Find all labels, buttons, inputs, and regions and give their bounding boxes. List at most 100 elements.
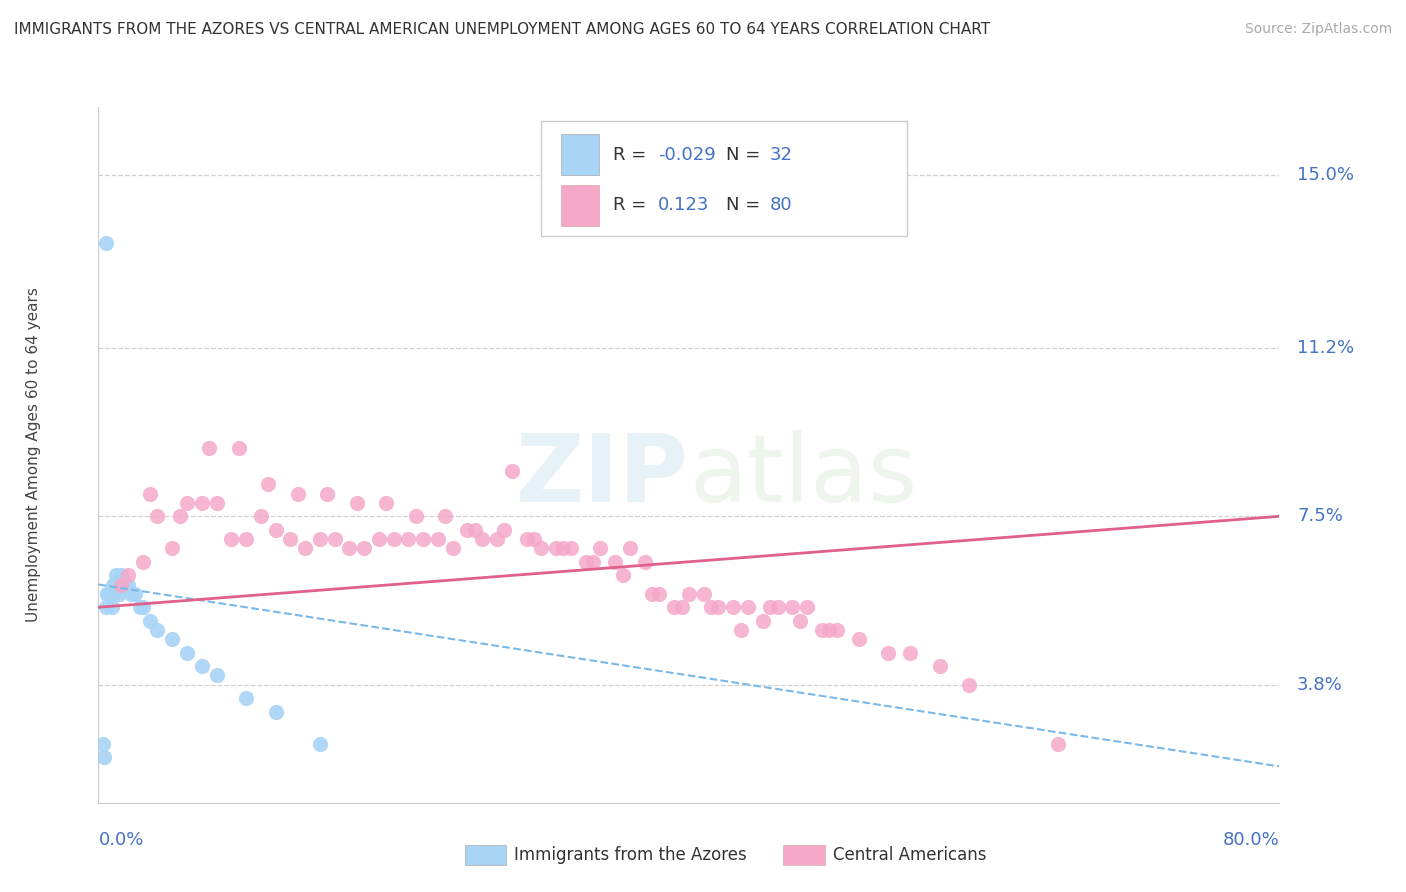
Point [128, 600, 150, 615]
Point [337, 541, 360, 556]
Point [250, 509, 273, 524]
FancyBboxPatch shape [464, 845, 506, 865]
Point [120, 586, 142, 600]
Point [287, 486, 309, 500]
Point [353, 541, 375, 556]
Text: 11.2%: 11.2% [1298, 339, 1354, 357]
Point [176, 646, 198, 660]
Point [162, 632, 183, 646]
Point [309, 737, 332, 751]
Point [205, 496, 228, 510]
Point [648, 586, 671, 600]
Point [264, 523, 287, 537]
Point [796, 600, 818, 615]
Point [396, 532, 419, 546]
Point [375, 496, 398, 510]
Point [471, 532, 494, 546]
Point [730, 623, 752, 637]
Text: 3.8%: 3.8% [1298, 675, 1343, 694]
FancyBboxPatch shape [561, 185, 599, 226]
Text: 0.123: 0.123 [658, 196, 710, 214]
Point [619, 541, 641, 556]
Point [441, 541, 464, 556]
Point [139, 614, 162, 628]
Point [146, 509, 169, 524]
Point [751, 614, 773, 628]
Point [707, 600, 730, 615]
Text: N =: N = [725, 145, 765, 163]
Point [633, 555, 655, 569]
Point [848, 632, 870, 646]
Point [139, 486, 162, 500]
Point [405, 509, 427, 524]
Point [110, 577, 132, 591]
Point [605, 555, 627, 569]
Point [91, 737, 114, 751]
Point [146, 623, 169, 637]
Point [523, 532, 546, 546]
Point [486, 532, 509, 546]
Point [162, 541, 183, 556]
Text: IMMIGRANTS FROM THE AZORES VS CENTRAL AMERICAN UNEMPLOYMENT AMONG AGES 60 TO 64 : IMMIGRANTS FROM THE AZORES VS CENTRAL AM… [14, 22, 990, 37]
Point [114, 577, 136, 591]
Text: 80.0%: 80.0% [1223, 830, 1279, 848]
Point [132, 555, 155, 569]
Text: Immigrants from the Azores: Immigrants from the Azores [515, 846, 747, 864]
Point [825, 623, 848, 637]
Point [97, 586, 120, 600]
Text: N =: N = [725, 196, 765, 214]
Point [810, 623, 832, 637]
Point [94, 236, 117, 251]
Text: Unemployment Among Ages 60 to 64 years: Unemployment Among Ages 60 to 64 years [25, 287, 41, 623]
FancyBboxPatch shape [561, 134, 599, 175]
Point [612, 568, 634, 582]
Point [103, 586, 125, 600]
Point [382, 532, 405, 546]
Point [205, 668, 228, 682]
Point [494, 523, 516, 537]
Point [191, 496, 214, 510]
Text: Central Americans: Central Americans [832, 846, 987, 864]
Point [412, 532, 434, 546]
Point [278, 532, 302, 546]
Point [96, 586, 118, 600]
Point [96, 586, 118, 600]
Point [309, 532, 332, 546]
Point [117, 577, 139, 591]
Point [98, 586, 121, 600]
Text: R =: R = [613, 196, 658, 214]
Point [93, 750, 115, 764]
Point [94, 600, 117, 615]
Point [959, 677, 981, 691]
Point [737, 600, 759, 615]
Point [516, 532, 538, 546]
Text: 32: 32 [769, 145, 792, 163]
Point [818, 623, 841, 637]
Point [782, 600, 804, 615]
Point [316, 486, 339, 500]
Point [191, 659, 214, 673]
Point [198, 441, 221, 455]
Point [877, 646, 900, 660]
Point [110, 568, 132, 582]
Point [235, 532, 257, 546]
Point [464, 523, 486, 537]
Point [235, 691, 257, 706]
Point [928, 659, 950, 673]
Point [530, 541, 553, 556]
Point [574, 555, 596, 569]
Text: ZIP: ZIP [516, 430, 689, 522]
Text: 0.0%: 0.0% [98, 830, 143, 848]
Point [766, 600, 789, 615]
Point [132, 600, 155, 615]
Point [700, 600, 723, 615]
Point [368, 532, 391, 546]
Point [323, 532, 346, 546]
Point [219, 532, 243, 546]
Point [900, 646, 922, 660]
Text: 15.0%: 15.0% [1298, 166, 1354, 185]
Point [108, 586, 131, 600]
Text: 80: 80 [769, 196, 792, 214]
Point [107, 577, 129, 591]
Point [257, 477, 280, 491]
